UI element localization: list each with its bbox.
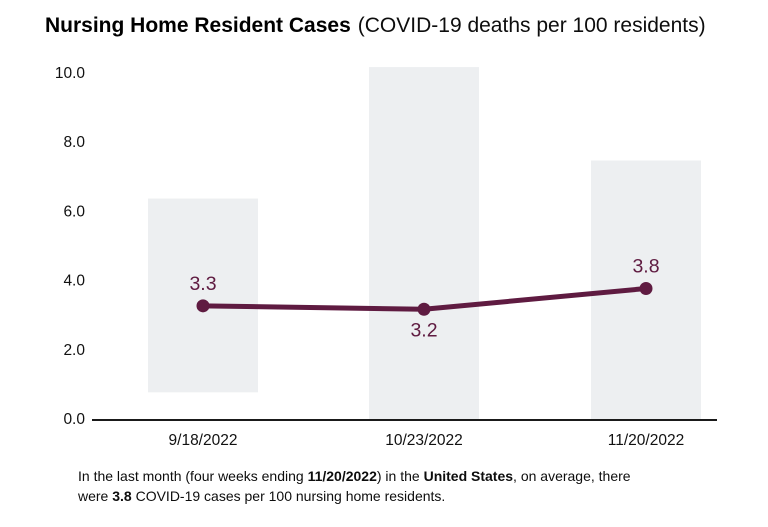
caption-text: were — [78, 488, 113, 504]
caption-text: ) in the — [376, 468, 424, 484]
caption-text: , on average, there — [513, 468, 631, 484]
x-tick-label: 9/18/2022 — [169, 432, 238, 449]
y-tick-label: 8.0 — [63, 134, 85, 151]
chart-title-main: Nursing Home Resident Cases — [45, 14, 351, 37]
caption-highlight: 11/20/2022 — [307, 468, 377, 484]
data-point-label: 3.3 — [189, 273, 216, 295]
y-tick-label: 4.0 — [63, 273, 85, 290]
chart-title: Nursing Home Resident Cases (COVID-19 dea… — [45, 13, 706, 39]
caption-highlight: 3.8 — [112, 488, 132, 504]
caption-text: In the last month (four weeks ending — [78, 468, 308, 484]
data-point — [417, 302, 431, 316]
range-bar — [369, 67, 479, 421]
caption-text: COVID-19 cases per 100 nursing home resi… — [131, 488, 446, 504]
range-bar — [148, 198, 258, 393]
y-tick-label: 6.0 — [63, 203, 85, 220]
x-tick-label: 11/20/2022 — [608, 432, 684, 449]
caption-line: In the last month (four weeks ending 11/… — [78, 466, 738, 486]
data-point-label: 3.2 — [410, 319, 437, 341]
data-point — [639, 282, 653, 296]
caption-line: were 3.8 COVID-19 cases per 100 nursing … — [78, 486, 738, 506]
y-tick-label: 2.0 — [63, 342, 85, 359]
data-point — [196, 299, 210, 313]
y-tick-label: 0.0 — [63, 411, 85, 428]
y-tick-label: 10.0 — [55, 65, 86, 82]
data-point-label: 3.8 — [632, 256, 659, 278]
x-tick-label: 10/23/2022 — [385, 432, 463, 449]
chart-title-subtitle: (COVID-19 deaths per 100 residents) — [357, 14, 706, 37]
caption-highlight: United States — [423, 468, 514, 484]
chart-caption: In the last month (four weeks ending 11/… — [78, 466, 738, 506]
